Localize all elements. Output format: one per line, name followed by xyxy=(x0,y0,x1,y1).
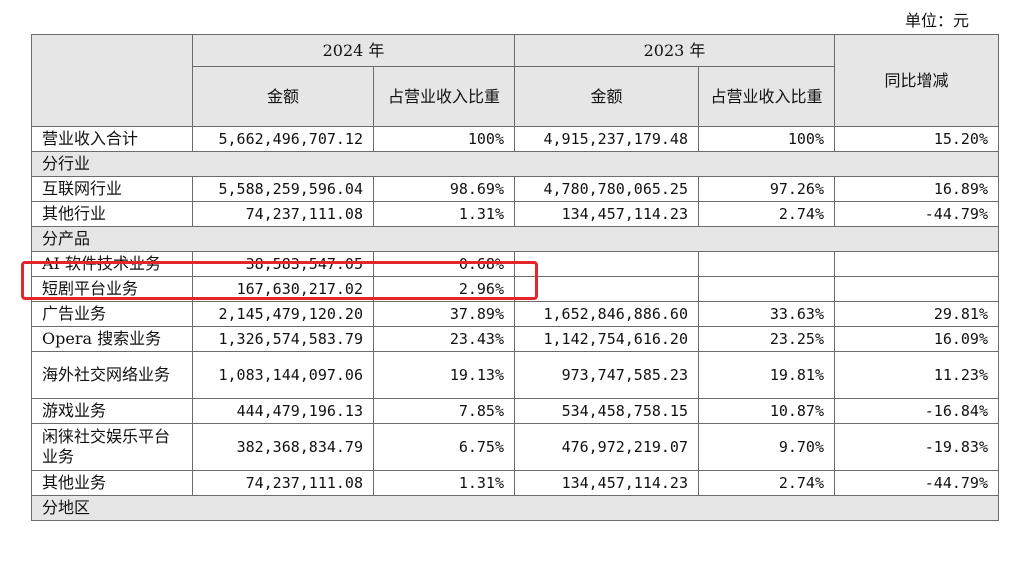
amount-2023: 476,972,219.07 xyxy=(514,423,699,471)
highlight-box xyxy=(21,261,538,300)
header-share-2023: 占营业收入比重 xyxy=(698,66,835,127)
share-2024: 37.89% xyxy=(373,301,515,327)
amount-2023: 134,457,114.23 xyxy=(514,470,699,496)
row-label: 闲徕社交娱乐平台业务 xyxy=(31,423,193,471)
section-row: 分行业 xyxy=(31,151,999,177)
share-2023: 10.87% xyxy=(698,398,835,424)
header-blank xyxy=(31,34,193,127)
share-2024: 6.75% xyxy=(373,423,515,471)
amount-2024: 1,083,144,097.06 xyxy=(192,351,374,399)
table-row: 营业收入合计 5,662,496,707.12 100% 4,915,237,179.… xyxy=(31,126,999,152)
table-row: 海外社交网络业务 1,083,144,097.06 19.13% 973,747,58… xyxy=(31,351,999,399)
revenue-table: 2024 年 2023 年 同比增减 金额 占营业收入比重 金额 占营业收入比重… xyxy=(31,34,999,521)
share-2023: 100% xyxy=(698,126,835,152)
yoy-change: 16.09% xyxy=(834,326,999,352)
yoy-change: -44.79% xyxy=(834,201,999,227)
table-body: 营业收入合计 5,662,496,707.12 100% 4,915,237,179.… xyxy=(31,126,999,521)
amount-2024: 5,662,496,707.12 xyxy=(192,126,374,152)
row-label: 海外社交网络业务 xyxy=(31,351,193,399)
share-2023: 2.74% xyxy=(698,470,835,496)
amount-2024: 2,145,479,120.20 xyxy=(192,301,374,327)
share-2024: 19.13% xyxy=(373,351,515,399)
yoy-change xyxy=(834,276,999,302)
row-label: 广告业务 xyxy=(31,301,193,327)
share-2023: 33.63% xyxy=(698,301,835,327)
share-2024: 1.31% xyxy=(373,470,515,496)
row-label: Opera 搜索业务 xyxy=(31,326,193,352)
header-amount-2024: 金额 xyxy=(192,66,374,127)
share-2023 xyxy=(698,251,835,277)
yoy-change: 29.81% xyxy=(834,301,999,327)
table-row: AI 软件技术业务 38,583,547.05 0.68% xyxy=(31,251,999,277)
amount-2023: 1,652,846,886.60 xyxy=(514,301,699,327)
table-row: 广告业务 2,145,479,120.20 37.89% 1,652,846,886.… xyxy=(31,301,999,327)
row-label: 营业收入合计 xyxy=(31,126,193,152)
header-amount-2023: 金额 xyxy=(514,66,699,127)
amount-2024: 1,326,574,583.79 xyxy=(192,326,374,352)
amount-2024: 38,583,547.05 xyxy=(192,251,374,277)
share-2023: 2.74% xyxy=(698,201,835,227)
amount-2023: 973,747,585.23 xyxy=(514,351,699,399)
share-2023: 23.25% xyxy=(698,326,835,352)
table-row: 闲徕社交娱乐平台业务 382,368,834.79 6.75% 476,972,219… xyxy=(31,423,999,471)
header-year-2023: 2023 年 xyxy=(514,34,835,67)
yoy-change: -44.79% xyxy=(834,470,999,496)
amount-2024: 444,479,196.13 xyxy=(192,398,374,424)
section-label: 分产品 xyxy=(31,226,999,252)
amount-2023: 4,915,237,179.48 xyxy=(514,126,699,152)
row-label: 其他行业 xyxy=(31,201,193,227)
amount-2024: 382,368,834.79 xyxy=(192,423,374,471)
row-label: 其他业务 xyxy=(31,470,193,496)
header-year-2024: 2024 年 xyxy=(192,34,515,67)
share-2024: 100% xyxy=(373,126,515,152)
table-row: Opera 搜索业务 1,326,574,583.79 23.43% 1,142,75… xyxy=(31,326,999,352)
amount-2023: 534,458,758.15 xyxy=(514,398,699,424)
table-row: 短剧平台业务 167,630,217.02 2.96% xyxy=(31,276,999,302)
row-label: 游戏业务 xyxy=(31,398,193,424)
header-yoy: 同比增减 xyxy=(834,34,999,127)
amount-2023 xyxy=(514,251,699,277)
yoy-change: -16.84% xyxy=(834,398,999,424)
section-row: 分产品 xyxy=(31,226,999,252)
yoy-change: 15.20% xyxy=(834,126,999,152)
row-label: 互联网行业 xyxy=(31,176,193,202)
yoy-change xyxy=(834,251,999,277)
section-label: 分地区 xyxy=(31,495,999,521)
section-label: 分行业 xyxy=(31,151,999,177)
unit-label: 单位：元 xyxy=(905,11,970,30)
amount-2024: 74,237,111.08 xyxy=(192,201,374,227)
amount-2023: 134,457,114.23 xyxy=(514,201,699,227)
yoy-change: 16.89% xyxy=(834,176,999,202)
amount-2024: 5,588,259,596.04 xyxy=(192,176,374,202)
yoy-change: -19.83% xyxy=(834,423,999,471)
yoy-change: 11.23% xyxy=(834,351,999,399)
share-2024: 98.69% xyxy=(373,176,515,202)
table-row: 其他业务 74,237,111.08 1.31% 134,457,114.23 2.74… xyxy=(31,470,999,496)
amount-2023 xyxy=(514,276,699,302)
share-2023 xyxy=(698,276,835,302)
section-row: 分地区 xyxy=(31,495,999,521)
share-2023: 19.81% xyxy=(698,351,835,399)
amount-2024: 74,237,111.08 xyxy=(192,470,374,496)
header-share-2024: 占营业收入比重 xyxy=(373,66,515,127)
share-2024: 1.31% xyxy=(373,201,515,227)
table-row: 其他行业 74,237,111.08 1.31% 134,457,114.23 2.74… xyxy=(31,201,999,227)
row-label: AI 软件技术业务 xyxy=(31,251,193,277)
amount-2023: 1,142,754,616.20 xyxy=(514,326,699,352)
share-2023: 9.70% xyxy=(698,423,835,471)
table-row: 游戏业务 444,479,196.13 7.85% 534,458,758.15 10.… xyxy=(31,398,999,424)
share-2023: 97.26% xyxy=(698,176,835,202)
share-2024: 7.85% xyxy=(373,398,515,424)
amount-2023: 4,780,780,065.25 xyxy=(514,176,699,202)
table-row: 互联网行业 5,588,259,596.04 98.69% 4,780,780,065… xyxy=(31,176,999,202)
share-2024: 23.43% xyxy=(373,326,515,352)
